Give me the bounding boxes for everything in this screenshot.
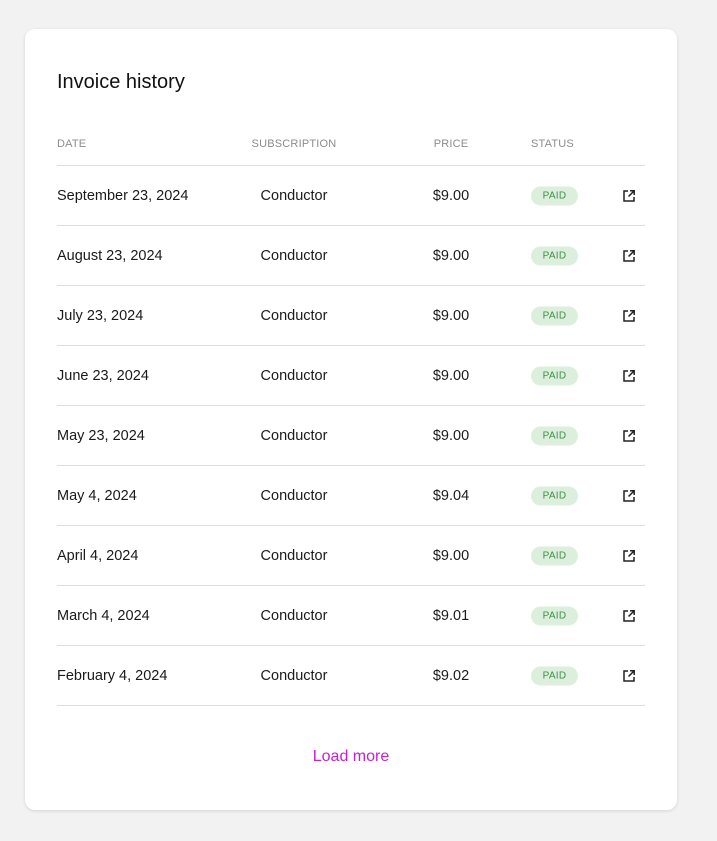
status-badge: PAID [531,366,578,385]
invoice-price: $9.00 [432,247,470,264]
invoice-subscription: Conductor [260,367,328,384]
load-more-button[interactable]: Load more [312,748,390,765]
invoice-date: May 23, 2024 [57,427,145,444]
status-cell: PAID [531,666,578,685]
invoice-date: August 23, 2024 [57,247,163,264]
invoice-price: $9.00 [432,187,470,204]
status-cell: PAID [531,606,578,625]
column-header-price: PRICE [433,138,469,150]
invoice-price: $9.00 [432,307,470,324]
status-badge: PAID [531,486,578,505]
status-cell: PAID [531,546,578,565]
status-badge: PAID [531,606,578,625]
invoice-date: April 4, 2024 [57,547,139,564]
invoice-subscription: Conductor [260,427,328,444]
status-cell: PAID [531,366,578,385]
status-badge: PAID [531,246,578,265]
invoice-date: March 4, 2024 [57,607,150,624]
invoice-subscription: Conductor [260,247,328,264]
external-link-icon[interactable] [621,248,637,264]
table-row: May 4, 2024 Conductor $9.04 PAID [57,466,645,526]
external-link-icon[interactable] [621,188,637,204]
external-link-icon[interactable] [621,368,637,384]
table-row: August 23, 2024 Conductor $9.00 PAID [57,226,645,286]
table-row: July 23, 2024 Conductor $9.00 PAID [57,286,645,346]
invoice-subscription: Conductor [260,307,328,324]
table-header: DATE SUBSCRIPTION PRICE STATUS [57,134,645,166]
invoice-subscription: Conductor [260,607,328,624]
invoice-table: DATE SUBSCRIPTION PRICE STATUS September… [57,134,645,706]
invoice-price: $9.01 [432,607,470,624]
status-cell: PAID [531,426,578,445]
table-row: April 4, 2024 Conductor $9.00 PAID [57,526,645,586]
table-row: February 4, 2024 Conductor $9.02 PAID [57,646,645,706]
external-link-icon[interactable] [621,308,637,324]
status-badge: PAID [531,546,578,565]
invoice-price: $9.02 [432,667,470,684]
invoice-subscription: Conductor [260,547,328,564]
invoice-date: July 23, 2024 [57,307,144,324]
status-cell: PAID [531,486,578,505]
invoice-date: June 23, 2024 [57,367,149,384]
column-header-date: DATE [57,138,87,150]
page-title: Invoice history [57,71,185,93]
table-row: March 4, 2024 Conductor $9.01 PAID [57,586,645,646]
invoice-subscription: Conductor [260,487,328,504]
status-cell: PAID [531,186,578,205]
external-link-icon[interactable] [621,548,637,564]
column-header-status: STATUS [531,138,574,150]
invoice-price: $9.04 [432,487,470,504]
invoice-date: February 4, 2024 [57,667,168,684]
invoice-price: $9.00 [432,367,470,384]
status-cell: PAID [531,246,578,265]
invoice-history-card: Invoice history DATE SUBSCRIPTION PRICE … [25,29,677,810]
status-badge: PAID [531,666,578,685]
status-cell: PAID [531,306,578,325]
table-row: September 23, 2024 Conductor $9.00 PAID [57,166,645,226]
status-badge: PAID [531,426,578,445]
invoice-date: September 23, 2024 [57,187,189,204]
table-row: June 23, 2024 Conductor $9.00 PAID [57,346,645,406]
table-row: May 23, 2024 Conductor $9.00 PAID [57,406,645,466]
invoice-subscription: Conductor [260,667,328,684]
status-badge: PAID [531,186,578,205]
status-badge: PAID [531,306,578,325]
invoice-price: $9.00 [432,547,470,564]
external-link-icon[interactable] [621,668,637,684]
invoice-price: $9.00 [432,427,470,444]
invoice-subscription: Conductor [260,187,328,204]
invoice-date: May 4, 2024 [57,487,137,504]
external-link-icon[interactable] [621,428,637,444]
external-link-icon[interactable] [621,488,637,504]
column-header-subscription: SUBSCRIPTION [251,138,337,150]
external-link-icon[interactable] [621,608,637,624]
